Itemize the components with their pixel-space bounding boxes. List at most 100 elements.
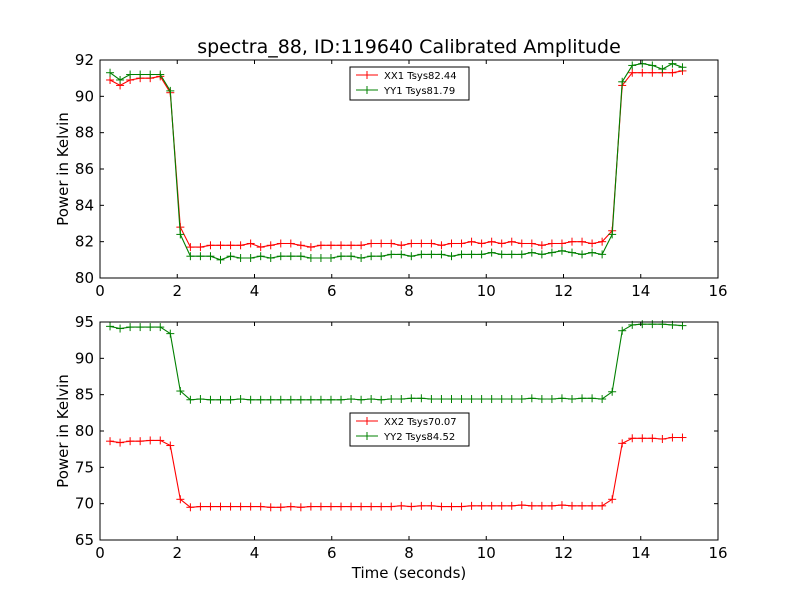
y-tick-label: 80	[75, 422, 94, 440]
data-point	[226, 241, 235, 250]
data-point	[286, 395, 295, 404]
data-point	[578, 237, 587, 246]
data-point	[106, 68, 115, 77]
data-point	[347, 241, 356, 250]
data-point	[618, 439, 627, 448]
series-line-0	[109, 70, 683, 248]
data-point	[527, 239, 536, 248]
data-point	[316, 502, 325, 511]
data-point	[658, 320, 667, 329]
data-point	[477, 395, 486, 404]
data-point	[567, 248, 576, 257]
data-point	[537, 241, 546, 250]
data-point	[196, 252, 205, 261]
data-point	[537, 501, 546, 510]
data-point	[547, 239, 556, 248]
data-point	[367, 395, 376, 404]
x-tick-label: 10	[477, 544, 496, 562]
data-point	[598, 237, 607, 246]
data-point	[537, 250, 546, 259]
data-point	[578, 394, 587, 403]
data-point	[166, 441, 175, 450]
data-point	[507, 237, 516, 246]
data-point	[136, 323, 145, 332]
data-point	[326, 395, 335, 404]
data-point	[266, 241, 275, 250]
data-point	[326, 241, 335, 250]
data-point	[648, 61, 657, 70]
bottom-plot: 0 2 4 6 8 10 12 14 16 65 70 75 80 85 90 95 Power in Kelv…	[54, 313, 728, 562]
data-point	[507, 395, 516, 404]
data-point	[407, 394, 416, 403]
data-point	[166, 86, 175, 95]
data-point	[116, 75, 125, 84]
data-point	[357, 241, 366, 250]
data-point	[136, 437, 145, 446]
data-point	[487, 395, 496, 404]
data-point	[457, 502, 466, 511]
data-point	[116, 324, 125, 333]
data-point	[357, 254, 366, 263]
data-point	[557, 239, 566, 248]
data-point	[497, 395, 506, 404]
legend: XX1 Tsys82.44 YY1 Tsys81.79	[349, 66, 470, 101]
series-line-1	[109, 62, 683, 261]
data-point	[316, 241, 325, 250]
x-tick-label: 2	[172, 544, 182, 562]
data-point	[236, 395, 245, 404]
data-point	[377, 502, 386, 511]
data-point	[316, 395, 325, 404]
data-point	[156, 70, 165, 79]
data-point	[347, 502, 356, 511]
data-point	[246, 395, 255, 404]
data-point	[457, 395, 466, 404]
data-point	[608, 387, 617, 396]
data-point	[357, 395, 366, 404]
data-point	[618, 326, 627, 335]
data-point	[216, 241, 225, 250]
data-point	[306, 502, 315, 511]
data-point	[487, 248, 496, 257]
data-point	[286, 239, 295, 248]
data-point	[487, 501, 496, 510]
data-point	[397, 241, 406, 250]
data-point	[186, 503, 195, 512]
data-point	[527, 248, 536, 257]
data-point	[126, 437, 135, 446]
data-point	[186, 252, 195, 261]
x-tick-label: 0	[95, 282, 105, 300]
data-point	[477, 250, 486, 259]
x-tick-label: 8	[404, 282, 414, 300]
data-point	[648, 68, 657, 77]
data-point	[537, 395, 546, 404]
data-point	[216, 502, 225, 511]
data-point	[437, 241, 446, 250]
legend-label: XX2 Tsys70.07	[384, 417, 457, 428]
x-tick-label: 14	[631, 282, 650, 300]
data-point	[417, 250, 426, 259]
x-tick-label: 4	[250, 544, 260, 562]
data-point	[598, 250, 607, 259]
data-point	[417, 501, 426, 510]
data-point	[206, 395, 215, 404]
y-tick-label: 75	[75, 458, 94, 476]
data-point	[608, 230, 617, 239]
data-point	[397, 501, 406, 510]
data-point	[106, 437, 115, 446]
data-point	[517, 395, 526, 404]
data-point	[246, 254, 255, 263]
data-point	[196, 243, 205, 252]
data-point	[547, 395, 556, 404]
data-point	[156, 436, 165, 445]
y-tick-label: 90	[75, 87, 94, 105]
data-point	[467, 395, 476, 404]
data-point	[377, 252, 386, 261]
data-point	[648, 434, 657, 443]
y-tick-label: 86	[75, 160, 94, 178]
x-tick-label: 6	[327, 282, 337, 300]
data-point	[176, 387, 185, 396]
data-point	[477, 239, 486, 248]
data-point	[598, 395, 607, 404]
data-point	[306, 243, 315, 252]
data-point	[196, 395, 205, 404]
